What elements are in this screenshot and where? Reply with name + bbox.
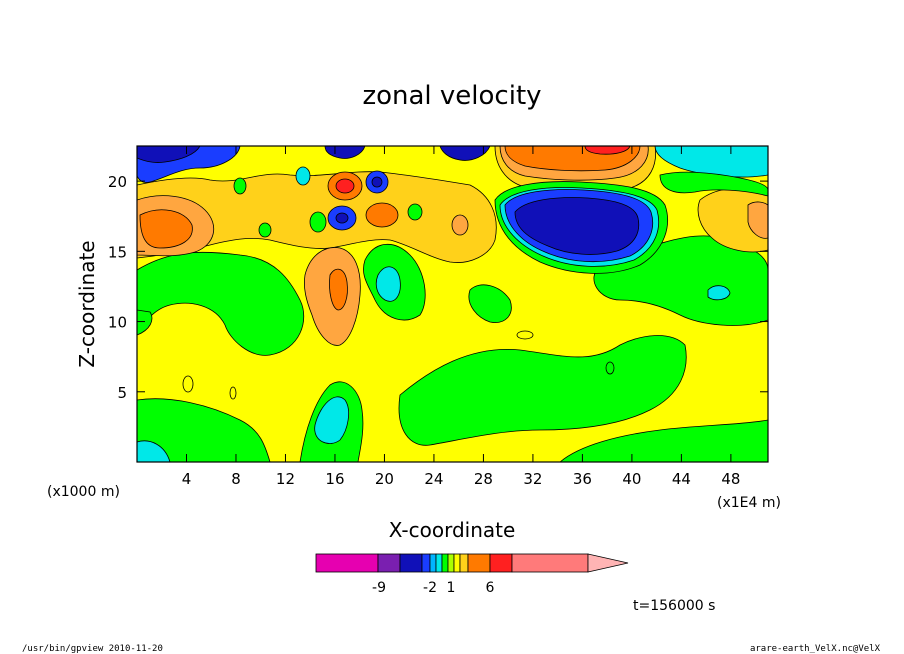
x-tick-label: 28 <box>474 470 493 488</box>
colorbar-tick-neg2: -2 <box>423 580 437 596</box>
y-tick-label: 5 <box>117 384 127 402</box>
colorbar-tick-1: 1 <box>447 580 456 596</box>
contour-cyan-bottom-left <box>137 440 171 462</box>
patch-yellow-x8-z3 <box>229 386 237 400</box>
patch-yellow-x31-z10 <box>516 330 534 340</box>
x-tick-label: 16 <box>325 470 344 488</box>
x-tick-label: 48 <box>721 470 740 488</box>
cell-green-x10-z17 <box>258 222 272 238</box>
footer-right: arare-earth_VelX.nc@VelX <box>750 644 881 654</box>
y-unit-label: (x1000 m) <box>47 484 120 500</box>
x-tick-label: 4 <box>182 470 192 488</box>
colorbar <box>315 553 629 573</box>
x-axis-ticks: 4 8 12 16 20 24 28 32 36 40 44 48 <box>182 146 740 488</box>
x-axis-label: X-coordinate <box>389 518 516 542</box>
cell-blue-x17-z18-core <box>335 212 349 224</box>
contour-green-far-right-top <box>659 171 768 197</box>
cell-cyan-x14-z20 <box>295 166 311 186</box>
x-tick-label: 24 <box>424 470 443 488</box>
chart-title: zonal velocity <box>362 81 541 111</box>
cell-orange-x20-z18 <box>365 202 399 228</box>
time-label: t=156000 s <box>633 598 715 614</box>
contour-darkblue-westjet-core <box>514 197 640 255</box>
y-tick-label: 15 <box>108 243 127 261</box>
y-axis-label: Z-coordinate <box>75 240 99 367</box>
x-tick-label: 36 <box>573 470 592 488</box>
contour-red-jet-x35 <box>584 146 631 155</box>
contour-green-bottom-right <box>559 419 768 462</box>
contour-darkblue-top-left <box>137 146 201 163</box>
contour-cyan-x20 <box>375 266 401 302</box>
footer-left: /usr/bin/gpview 2010-11-20 <box>22 644 163 654</box>
cell-orange-x17-z20-core <box>335 178 355 194</box>
contour-blue-top-x26 <box>439 146 491 161</box>
contour-green-middle <box>398 335 687 446</box>
contour-green-bottom <box>137 398 271 462</box>
contour-field <box>137 146 768 462</box>
contour-cyan-top-right <box>654 146 768 178</box>
x-tick-label: 12 <box>276 470 295 488</box>
patch-yellow-x4-z5 <box>182 375 194 393</box>
colorbar-tick-labels: -9 -2 1 6 <box>372 580 495 596</box>
contour-orange-x16-core <box>329 268 348 311</box>
x-tick-label: 20 <box>375 470 394 488</box>
contour-green-x28 <box>468 284 512 323</box>
contour-orange-left-core <box>139 209 193 249</box>
x-tick-label: 8 <box>231 470 241 488</box>
cell-green-x15-z18 <box>309 211 327 233</box>
y-axis-ticks: 5 10 15 20 <box>108 173 768 402</box>
x-unit-label: (x1E4 m) <box>717 495 781 511</box>
x-tick-label: 44 <box>672 470 691 488</box>
y-tick-label: 20 <box>108 173 127 191</box>
cell-green-x23-z18 <box>407 203 423 221</box>
contour-cyan-x16 <box>314 396 350 444</box>
contour-cyan-right <box>707 285 731 301</box>
y-tick-label: 10 <box>108 314 127 332</box>
patch-green-x36-z3 <box>605 361 615 375</box>
contour-green-upper <box>137 251 305 356</box>
colorbar-tick-neg9: -9 <box>372 580 386 596</box>
cell-green-x9-z19 <box>233 177 247 195</box>
cell-blue-x20-z20-core <box>371 176 383 188</box>
contour-orange-far-right-core <box>747 201 768 239</box>
plot-frame <box>136 145 769 463</box>
cell-orange-x27-z17 <box>451 214 469 236</box>
colorbar-tick-6: 6 <box>486 580 495 596</box>
x-tick-label: 32 <box>523 470 542 488</box>
x-tick-label: 40 <box>622 470 641 488</box>
